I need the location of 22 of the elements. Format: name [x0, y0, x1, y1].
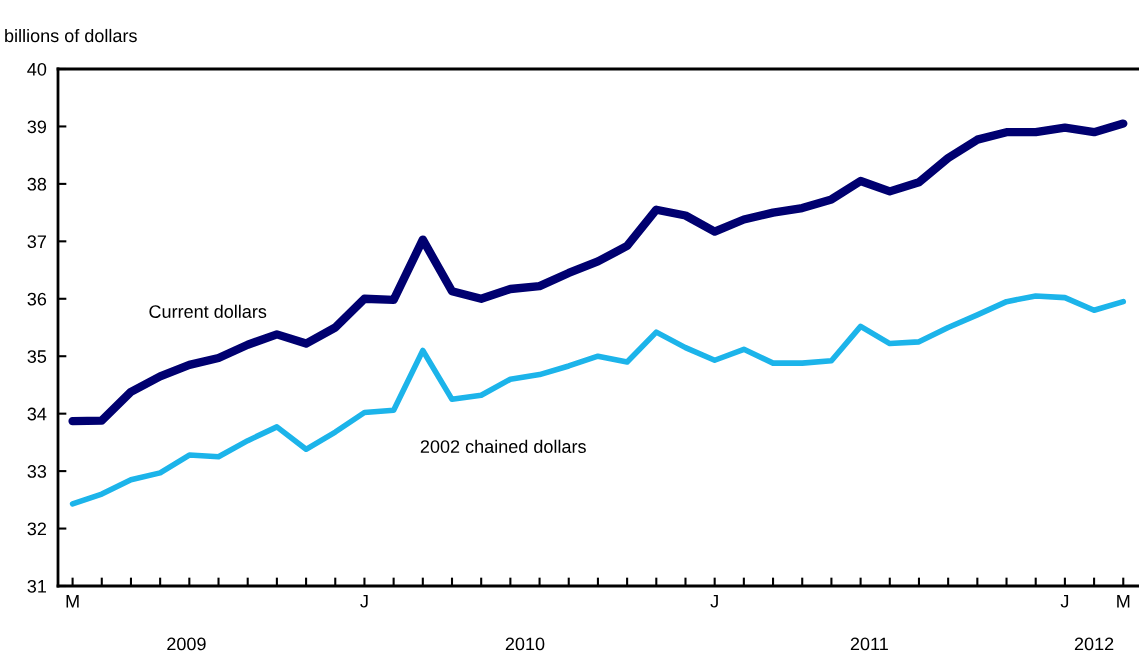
- x-tick-label: M: [66, 595, 79, 608]
- y-tick-label: 38: [27, 177, 47, 191]
- y-tick-label: 40: [27, 62, 47, 76]
- text: 2009: [167, 637, 206, 651]
- x-tick-label: J: [710, 595, 718, 608]
- y-tick-label: 31: [27, 579, 47, 593]
- x-tick-label: M: [1117, 595, 1130, 608]
- y-tick-label: 35: [27, 350, 47, 363]
- x-tick-label: J: [1060, 595, 1069, 608]
- text: 2010: [505, 637, 545, 651]
- y-tick-label: 34: [27, 407, 47, 421]
- y-tick-label: 36: [27, 292, 47, 306]
- text: 2011: [850, 637, 888, 651]
- text: 2002 chained dollars: [420, 439, 586, 453]
- text: 2012: [1074, 637, 1114, 651]
- y-tick-label: 33: [27, 465, 47, 478]
- y-tick-label: 37: [27, 235, 46, 249]
- y-tick-label: 39: [27, 120, 47, 134]
- x-tick-label: J: [360, 595, 368, 608]
- y-axis-title: billions of dollars: [5, 28, 137, 43]
- series-label: Current dollars: [149, 304, 267, 318]
- y-tick-label: 32: [27, 522, 46, 536]
